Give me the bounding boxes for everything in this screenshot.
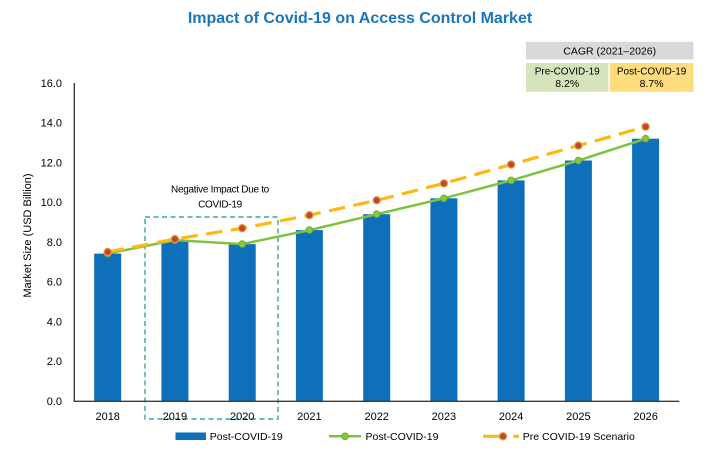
svg-text:16.0: 16.0 <box>41 78 62 90</box>
svg-text:Pre-COVID-19: Pre-COVID-19 <box>535 67 600 78</box>
svg-text:10.0: 10.0 <box>41 197 62 209</box>
svg-text:8.0: 8.0 <box>47 237 62 249</box>
svg-text:14.0: 14.0 <box>41 118 62 130</box>
svg-text:2023: 2023 <box>432 411 456 423</box>
svg-text:Post-COVID-19: Post-COVID-19 <box>210 431 283 443</box>
svg-text:Post-COVID-19: Post-COVID-19 <box>366 431 439 443</box>
svg-text:Market Size (USD Billion): Market Size (USD Billion) <box>22 173 34 297</box>
svg-text:2020: 2020 <box>230 411 254 423</box>
svg-text:4.0: 4.0 <box>47 316 62 328</box>
svg-text:COVID-19: COVID-19 <box>198 200 242 211</box>
svg-text:12.0: 12.0 <box>41 157 62 169</box>
svg-text:2024: 2024 <box>499 411 523 423</box>
svg-text:2021: 2021 <box>297 411 321 423</box>
svg-text:2019: 2019 <box>163 411 187 423</box>
svg-text:2022: 2022 <box>364 411 388 423</box>
svg-text:0.0: 0.0 <box>47 396 62 408</box>
svg-text:8.2%: 8.2% <box>555 78 579 90</box>
svg-text:8.7%: 8.7% <box>640 78 664 90</box>
svg-text:Impact of Covid-19 on Access C: Impact of Covid-19 on Access Control Mar… <box>188 10 533 27</box>
svg-text:2018: 2018 <box>95 411 119 423</box>
svg-text:2026: 2026 <box>633 411 657 423</box>
svg-text:2025: 2025 <box>566 411 590 423</box>
svg-text:6.0: 6.0 <box>47 277 62 289</box>
svg-text:2.0: 2.0 <box>47 356 62 368</box>
svg-text:Negative Impact Due to: Negative Impact Due to <box>171 185 270 196</box>
svg-text:Pre COVID-19 Scenario: Pre COVID-19 Scenario <box>523 431 635 443</box>
svg-text:CAGR (2021–2026): CAGR (2021–2026) <box>563 46 656 58</box>
svg-text:Post-COVID-19: Post-COVID-19 <box>617 67 687 78</box>
